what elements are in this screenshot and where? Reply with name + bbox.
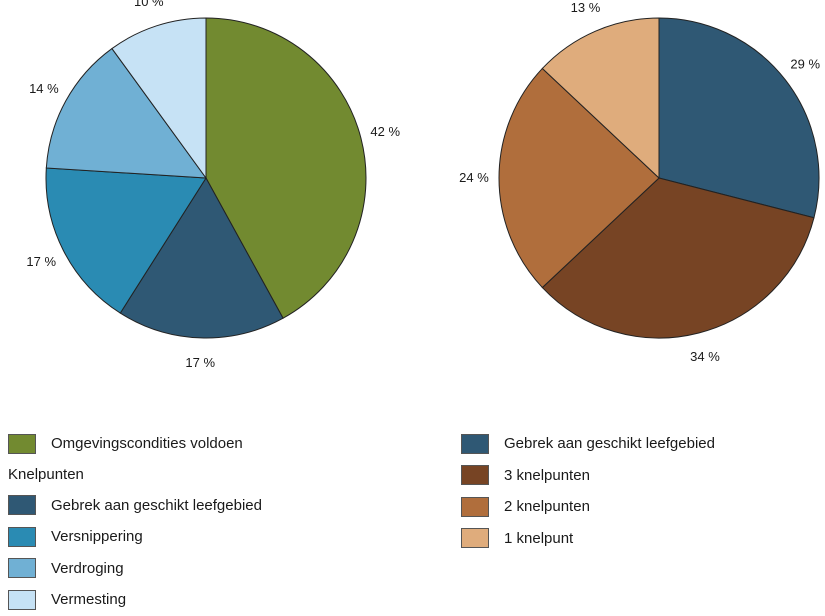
legend-swatch	[8, 495, 36, 516]
legend-swatch	[8, 589, 36, 610]
legend-swatch	[461, 496, 489, 517]
pie-slice	[45, 47, 208, 179]
legend-label: Versnippering	[51, 528, 143, 546]
legend-label: 2 knelpunten	[504, 498, 590, 516]
legend-label: Verdroging	[51, 559, 124, 577]
legend-item-omgevingscondities: Omgevingscondities voldoen	[8, 428, 262, 460]
pie-slice	[119, 177, 284, 339]
legend-item-versnippering: Versnippering	[8, 521, 262, 553]
legend-label: Gebrek aan geschikt leefgebied	[51, 496, 262, 514]
legend-item-vermesting: Vermesting	[8, 584, 262, 616]
pie-slice	[205, 17, 367, 319]
legend-label: 1 knelpunt	[504, 529, 574, 547]
pie-slice	[498, 67, 660, 289]
legend-item-gebrek-leefgebied: Gebrek aan geschikt leefgebied	[461, 428, 715, 460]
pie-charts: 42 % 17 % 17 % 14 % 10 % 29 % 34 % 24 % 13 %	[26, 0, 820, 370]
slice-value-label: 17 %	[185, 355, 215, 370]
slice-value-label: 24 %	[459, 170, 489, 185]
legend-swatch	[8, 433, 36, 454]
pie-slice	[111, 17, 207, 180]
slice-value-label: 17 %	[26, 254, 56, 269]
pie-slice	[541, 17, 660, 180]
legend-item-2-knelpunten: 2 knelpunten	[461, 491, 715, 523]
legend-heading-knelpunten: Knelpunten	[8, 466, 84, 483]
slice-value-label: 13 %	[571, 0, 601, 15]
pie-slice	[541, 177, 815, 339]
legend-swatch	[461, 433, 489, 454]
legend-label: 3 knelpunten	[504, 466, 590, 484]
pie-slice	[658, 17, 820, 219]
legend-right: Gebrek aan geschikt leefgebied 3 knelpun…	[461, 428, 715, 554]
slice-value-label: 10 %	[134, 0, 164, 9]
slice-value-label: 34 %	[690, 349, 720, 364]
legend-label: Vermesting	[51, 591, 127, 609]
legend-swatch	[461, 465, 489, 486]
legend-swatch	[8, 558, 36, 579]
legend-swatch	[461, 528, 489, 549]
legend-swatch	[8, 526, 36, 547]
slice-value-label: 42 %	[370, 124, 400, 139]
legend-label: Omgevingscondities voldoen	[51, 435, 243, 453]
slice-value-label: 29 %	[790, 57, 820, 72]
legend-item-verdroging: Verdroging	[8, 553, 262, 585]
pie-slice	[45, 167, 207, 314]
legend-item-3-knelpunten: 3 knelpunten	[461, 460, 715, 492]
legend-left: Omgevingscondities voldoen Knelpunten Ge…	[8, 428, 262, 616]
legend-item-1-knelpunt: 1 knelpunt	[461, 523, 715, 555]
slice-value-label: 14 %	[29, 81, 59, 96]
legend-item-gebrek-leefgebied: Gebrek aan geschikt leefgebied	[8, 490, 262, 522]
legend-label: Gebrek aan geschikt leefgebied	[504, 435, 715, 453]
